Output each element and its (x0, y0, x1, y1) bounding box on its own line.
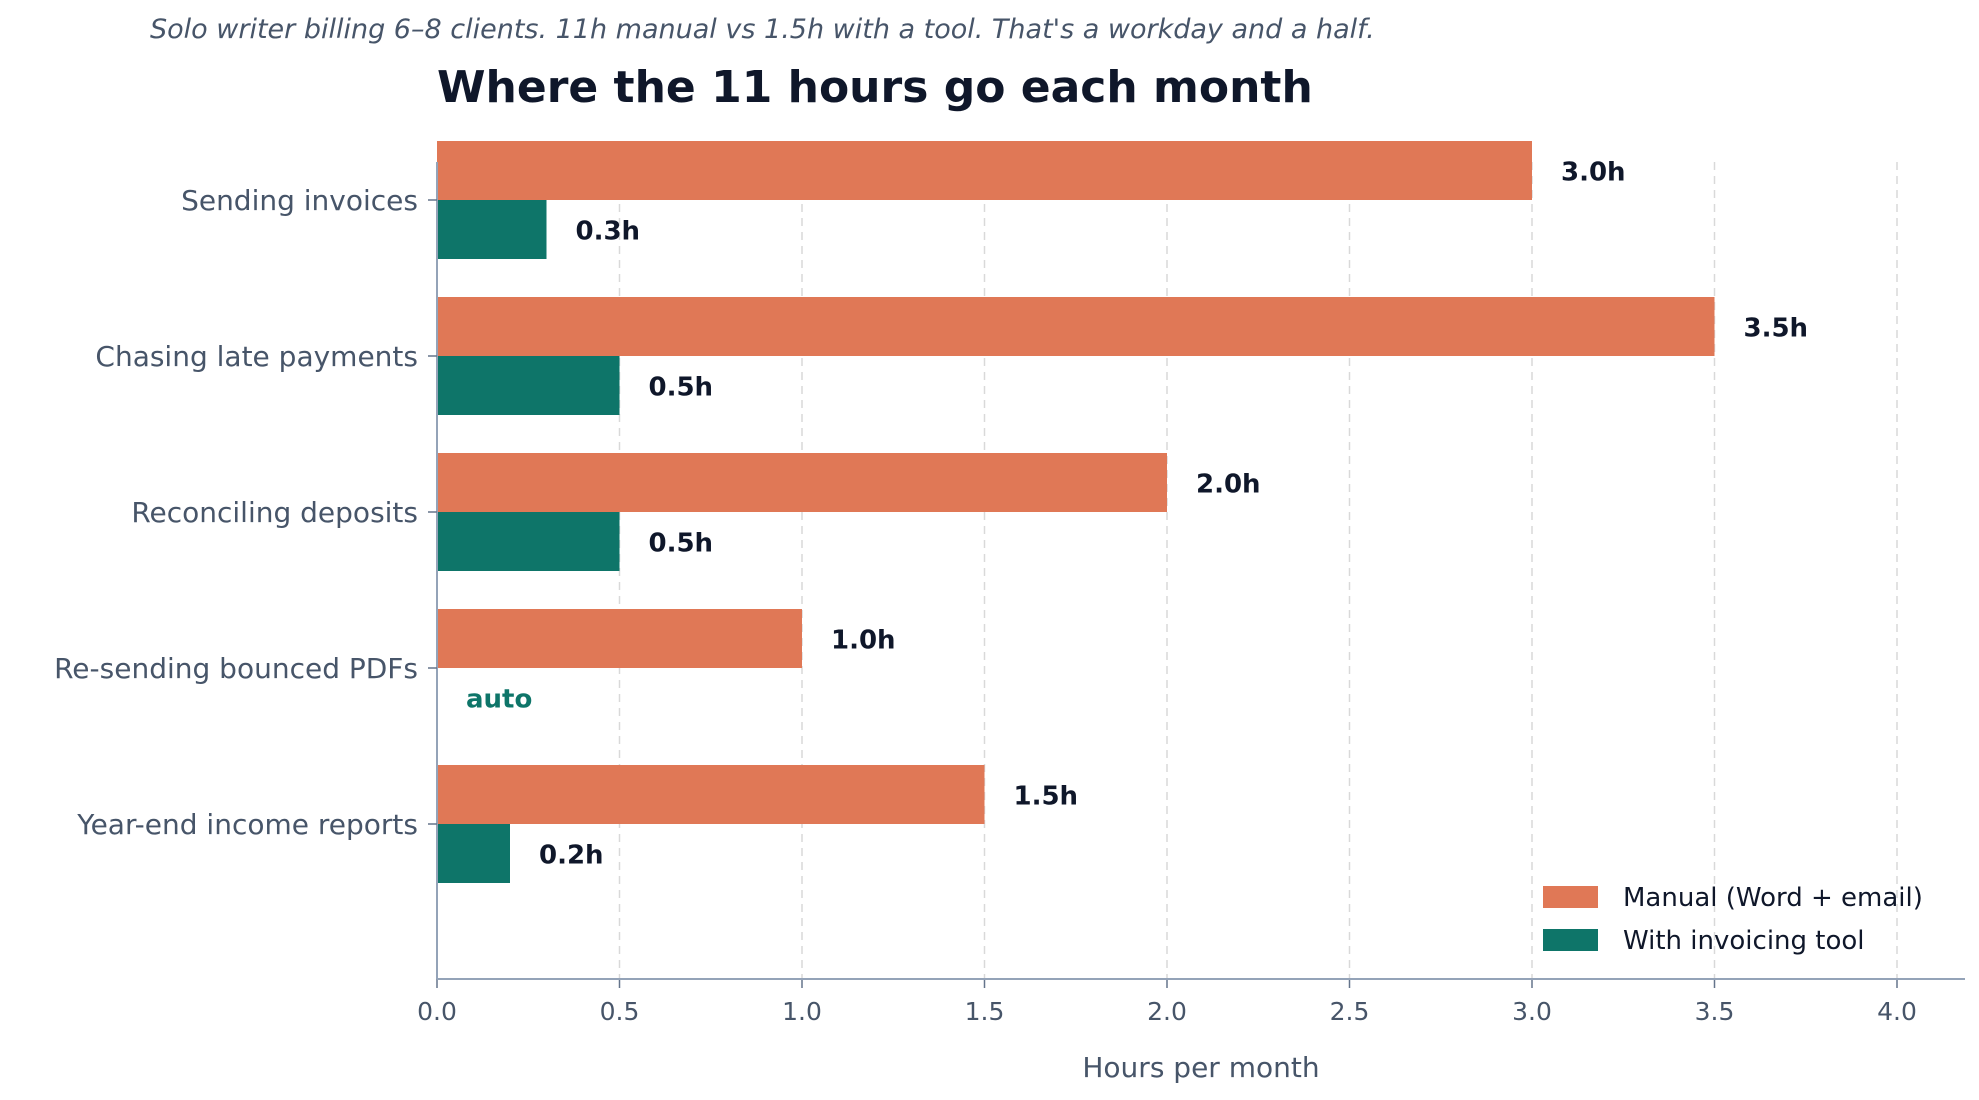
category-label: Sending invoices (181, 184, 418, 217)
legend-swatch (1543, 886, 1598, 908)
bar-manual (437, 297, 1715, 356)
value-label-manual: 1.0h (831, 626, 896, 656)
chart-subtitle: Solo writer billing 6–8 clients. 11h man… (150, 14, 1375, 45)
value-label-manual: 3.5h (1744, 314, 1809, 344)
category-label: Reconciling deposits (131, 496, 418, 529)
value-label-tool: 0.3h (576, 217, 641, 247)
x-tick-label: 0.5 (600, 997, 640, 1026)
bar-manual (437, 609, 802, 668)
auto-note-label: auto (466, 685, 532, 715)
x-tick-label: 3.0 (1512, 997, 1552, 1026)
x-tick-label: 1.0 (782, 997, 822, 1026)
value-label-tool: 0.2h (539, 841, 604, 871)
value-label-manual: 3.0h (1561, 158, 1626, 188)
bar-tool (437, 356, 620, 415)
value-label-tool: 0.5h (649, 373, 714, 403)
bar-manual (437, 453, 1167, 512)
x-tick-label: 2.5 (1330, 997, 1370, 1026)
axes (428, 162, 1965, 988)
bars (437, 141, 1715, 883)
x-tick-label: 3.5 (1695, 997, 1735, 1026)
bar-tool (437, 512, 620, 571)
value-label-manual: 1.5h (1014, 782, 1079, 812)
legend-swatch (1543, 929, 1598, 951)
value-label-manual: 2.0h (1196, 470, 1261, 500)
bar-tool (437, 824, 510, 883)
bar-tool (437, 200, 547, 259)
legend-label: With invoicing tool (1623, 926, 1865, 956)
chart-title: Where the 11 hours go each month (437, 62, 1313, 113)
category-label: Chasing late payments (95, 340, 418, 373)
value-label-tool: 0.5h (649, 529, 714, 559)
legend-label: Manual (Word + email) (1623, 883, 1923, 913)
bar-manual (437, 141, 1532, 200)
bar-manual (437, 765, 985, 824)
x-tick-label: 0.0 (417, 997, 457, 1026)
category-label: Re-sending bounced PDFs (54, 652, 418, 685)
labels: 0.0 0.5 1.0 1.5 2.0 2.5 3.0 3.5 4.0 Hours per mon… (54, 158, 1917, 1085)
grid-lines (618, 162, 1898, 979)
x-axis-title: Hours per month (1082, 1051, 1319, 1084)
x-tick-label: 2.0 (1147, 997, 1187, 1026)
x-tick-label: 1.5 (965, 997, 1005, 1026)
x-tick-label: 4.0 (1877, 997, 1917, 1026)
legend: Manual (Word + email) With invoicing tool (1543, 883, 1923, 956)
category-label: Year-end income reports (76, 808, 418, 841)
